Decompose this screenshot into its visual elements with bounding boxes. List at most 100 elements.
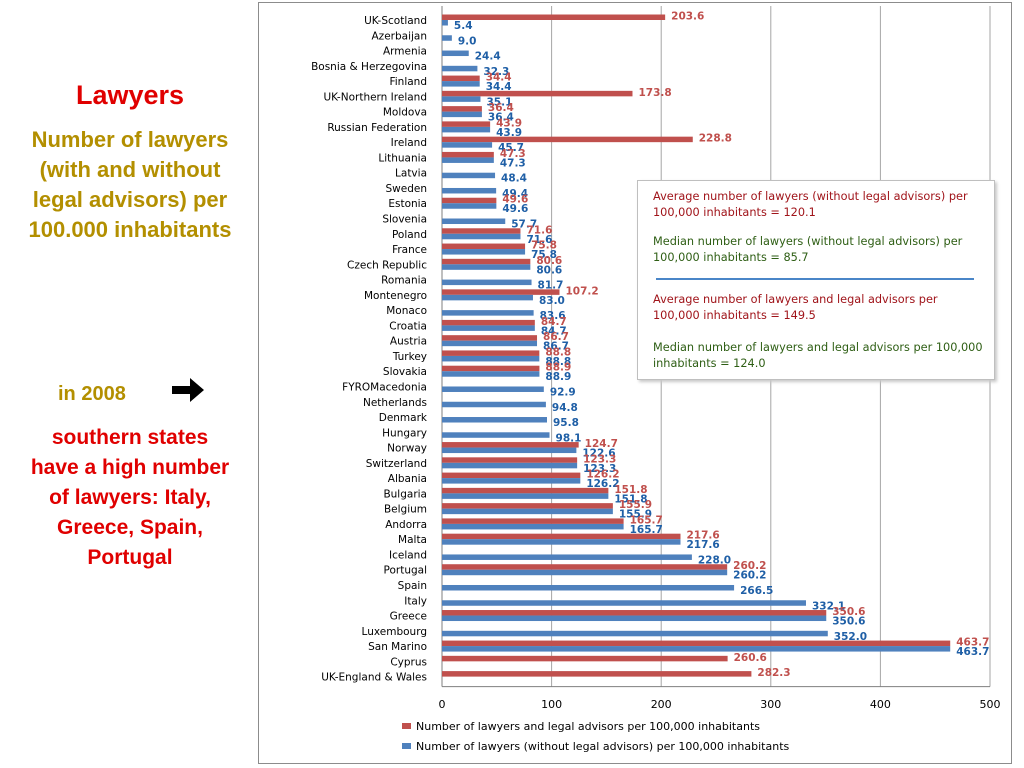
category-label: Andorra: [385, 519, 427, 531]
bar-blue-value: 228.0: [698, 554, 731, 566]
left-panel: Lawyers Number of lawyers (with and with…: [0, 0, 255, 768]
bar-red-value: 88.8: [545, 346, 571, 358]
bar-red-value: 260.6: [734, 652, 767, 664]
bar-blue: [442, 279, 532, 286]
category-label: FYROMacedonia: [342, 381, 427, 393]
legend-label: Number of lawyers and legal advisors per…: [416, 720, 760, 733]
bar-blue-value: 463.7: [956, 646, 989, 658]
category-label: Moldova: [383, 107, 427, 119]
bar-red: [442, 289, 560, 295]
bar-red: [442, 197, 497, 204]
bar-red-value: 43.9: [496, 117, 522, 129]
bar-blue-value: 34.4: [486, 81, 512, 93]
bar-red-value: 151.8: [614, 484, 647, 496]
bar-red-value: 88.9: [545, 362, 571, 374]
bar-blue-value: 47.3: [500, 157, 526, 169]
bar-red: [442, 503, 613, 509]
bar-red-value: 80.6: [536, 255, 562, 267]
bar-red: [442, 258, 531, 265]
bar-blue-value: 5.4: [454, 20, 473, 32]
bar-red-value: 282.3: [757, 667, 790, 679]
bar-blue: [442, 600, 806, 606]
bar-blue-value: 98.1: [556, 432, 582, 444]
bar-blue-value: 57.7: [511, 219, 537, 231]
category-label: Azerbaijan: [372, 30, 428, 42]
legend-label: Number of lawyers (without legal advisor…: [416, 740, 790, 753]
bar-red: [442, 442, 579, 448]
bar-blue: [442, 508, 613, 515]
bar-red-value: 84.7: [541, 316, 567, 328]
category-label: Italy: [404, 595, 427, 607]
bar-red: [442, 228, 521, 234]
statistics-note-box: Average number of lawyers (without legal…: [637, 180, 995, 380]
bar-blue: [442, 630, 828, 637]
bar-blue: [442, 96, 481, 102]
bar-blue: [442, 172, 496, 179]
bar-red: [442, 610, 827, 616]
category-label: Russian Federation: [327, 122, 427, 134]
category-label: Norway: [387, 443, 427, 455]
bar-red: [442, 533, 681, 540]
bar-red: [442, 243, 526, 250]
bar-red: [442, 14, 666, 20]
bar-blue-value: 24.4: [475, 51, 501, 63]
bar-red: [442, 121, 491, 127]
bar-red-value: 350.6: [832, 606, 865, 618]
bar-red: [442, 350, 540, 356]
bar-blue-value: 352.0: [834, 631, 867, 643]
bar-red: [442, 518, 624, 524]
note-average-with: Average number of lawyers and legal advi…: [653, 293, 938, 322]
bar-blue-value: 151.8: [614, 493, 647, 505]
bar-blue: [442, 203, 497, 209]
bar-blue: [442, 142, 493, 148]
note-separator: [656, 278, 974, 280]
bar-blue: [442, 447, 577, 454]
note-median-without: Median number of lawyers (without legal …: [653, 235, 963, 264]
bar-red: [442, 457, 578, 463]
bar-blue-value: 35.1: [486, 96, 512, 108]
bar-blue: [442, 432, 550, 438]
bar-blue-value: 75.8: [531, 249, 557, 261]
bar-red-value: 34.4: [486, 72, 512, 84]
bar-blue: [442, 111, 482, 118]
bar-blue: [442, 554, 692, 560]
bar-blue-value: 95.8: [553, 417, 579, 429]
bar-blue: [442, 20, 448, 26]
category-label: Ireland: [391, 137, 427, 149]
category-label: Portugal: [384, 565, 428, 577]
bar-blue-value: 81.7: [538, 280, 564, 292]
category-label: San Marino: [368, 641, 427, 653]
category-label: Iceland: [389, 549, 427, 561]
bar-red: [442, 335, 538, 341]
chart-frame: [258, 2, 1012, 764]
bar-blue: [442, 584, 735, 591]
bar-blue: [442, 615, 827, 622]
bar-blue: [442, 65, 478, 72]
category-label: Monaco: [386, 305, 427, 317]
category-label: Switzerland: [366, 458, 427, 470]
category-label: Cyprus: [390, 656, 427, 668]
x-tick-label: 500: [980, 698, 1001, 711]
x-tick-label: 100: [541, 698, 562, 711]
bar-blue: [442, 325, 535, 331]
bar-blue-value: 84.7: [541, 325, 567, 337]
bar-blue: [442, 157, 494, 163]
bar-blue: [442, 355, 540, 362]
category-label: Romania: [381, 275, 427, 287]
category-label: Albania: [388, 473, 427, 485]
year-text: in 2008: [58, 383, 126, 405]
category-label: Belgium: [384, 504, 427, 516]
bar-red-value: 107.2: [565, 285, 598, 297]
bar-blue: [442, 35, 452, 41]
bar-blue: [442, 187, 497, 194]
bar-blue: [442, 646, 951, 652]
bar-blue-value: 126.2: [586, 478, 619, 490]
bar-blue-value: 80.6: [536, 264, 562, 276]
bar-red-value: 165.7: [630, 514, 663, 526]
bar-blue: [442, 126, 491, 133]
category-label: Finland: [389, 76, 427, 88]
category-label: Croatia: [389, 320, 427, 332]
bar-red: [442, 487, 609, 494]
category-label: Austria: [390, 336, 427, 348]
bar-red-value: 126.2: [586, 469, 619, 481]
